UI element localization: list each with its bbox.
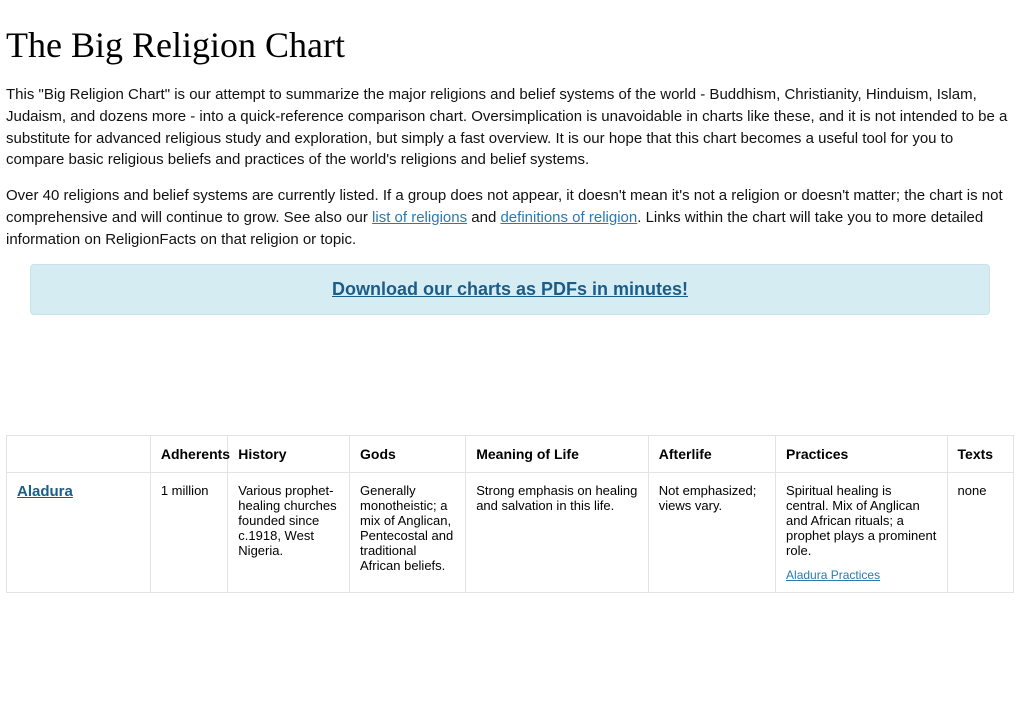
cell-history: Various prophet-healing churches founded… xyxy=(228,473,350,593)
table-header-row: Adherents History Gods Meaning of Life A… xyxy=(7,436,1014,473)
col-history: History xyxy=(228,436,350,473)
col-afterlife: Afterlife xyxy=(648,436,775,473)
table-row: Aladura 1 million Various prophet-healin… xyxy=(7,473,1014,593)
practices-link[interactable]: Aladura Practices xyxy=(786,568,880,582)
cell-practices: Spiritual healing is central. Mix of Ang… xyxy=(776,473,948,593)
religion-chart-table: Adherents History Gods Meaning of Life A… xyxy=(6,435,1014,593)
download-banner: Download our charts as PDFs in minutes! xyxy=(30,264,990,315)
page-title: The Big Religion Chart xyxy=(6,24,1014,66)
cell-name: Aladura xyxy=(7,473,151,593)
spacer xyxy=(6,315,1014,435)
religion-name-link[interactable]: Aladura xyxy=(17,483,73,500)
col-meaning: Meaning of Life xyxy=(466,436,649,473)
download-pdf-link[interactable]: Download our charts as PDFs in minutes! xyxy=(332,279,688,299)
cell-afterlife: Not emphasized; views vary. xyxy=(648,473,775,593)
col-practices: Practices xyxy=(776,436,948,473)
intro-paragraph-1: This "Big Religion Chart" is our attempt… xyxy=(6,84,1014,171)
intro2-mid1: and xyxy=(467,209,500,226)
cell-meaning: Strong emphasis on healing and salvation… xyxy=(466,473,649,593)
col-gods: Gods xyxy=(350,436,466,473)
intro-paragraph-2: Over 40 religions and belief systems are… xyxy=(6,185,1014,250)
cell-gods: Generally monotheistic; a mix of Anglica… xyxy=(350,473,466,593)
cell-texts: none xyxy=(947,473,1013,593)
cell-adherents: 1 million xyxy=(150,473,227,593)
definitions-of-religion-link[interactable]: definitions of religion xyxy=(500,209,637,226)
practices-text: Spiritual healing is central. Mix of Ang… xyxy=(786,483,936,558)
list-of-religions-link[interactable]: list of religions xyxy=(372,209,467,226)
col-name xyxy=(7,436,151,473)
col-texts: Texts xyxy=(947,436,1013,473)
col-adherents: Adherents xyxy=(150,436,227,473)
table-wrap: Adherents History Gods Meaning of Life A… xyxy=(6,435,1014,593)
